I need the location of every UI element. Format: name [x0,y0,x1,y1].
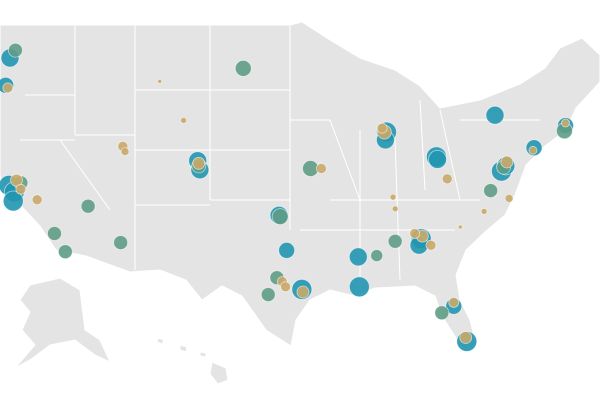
marker [485,105,505,125]
marker [561,118,570,128]
marker [428,149,447,169]
marker [448,296,460,308]
marker [15,183,27,195]
marker [441,173,453,185]
marker [348,276,370,298]
state-borders [20,25,540,290]
marker [157,79,163,84]
marker [2,190,24,212]
marker [409,228,421,239]
marker [389,193,397,201]
marker [120,147,130,157]
marker [234,60,252,77]
marker [180,117,188,124]
marker [480,207,488,215]
marker [459,331,473,344]
marker [376,122,388,134]
marker [278,241,296,259]
marker [57,244,73,260]
marker [457,224,463,230]
marker [113,235,129,251]
marker [370,249,384,263]
marker [47,226,62,241]
marker [425,239,437,251]
marker [296,285,310,299]
marker [483,183,499,199]
marker [8,42,23,58]
marker [434,305,450,321]
marker [2,82,14,94]
marker [271,208,289,226]
marker [348,247,368,267]
marker [280,281,291,293]
marker-layer [0,42,574,352]
marker [504,193,514,203]
us-land [0,21,600,353]
marker [80,198,96,214]
marker [260,287,276,303]
marker [192,156,206,170]
marker [500,155,514,169]
marker [391,205,399,213]
marker [315,163,327,174]
alaska [14,277,112,369]
marker [387,233,403,249]
marker [528,145,538,155]
marker [31,194,43,206]
hawaii [156,337,229,385]
